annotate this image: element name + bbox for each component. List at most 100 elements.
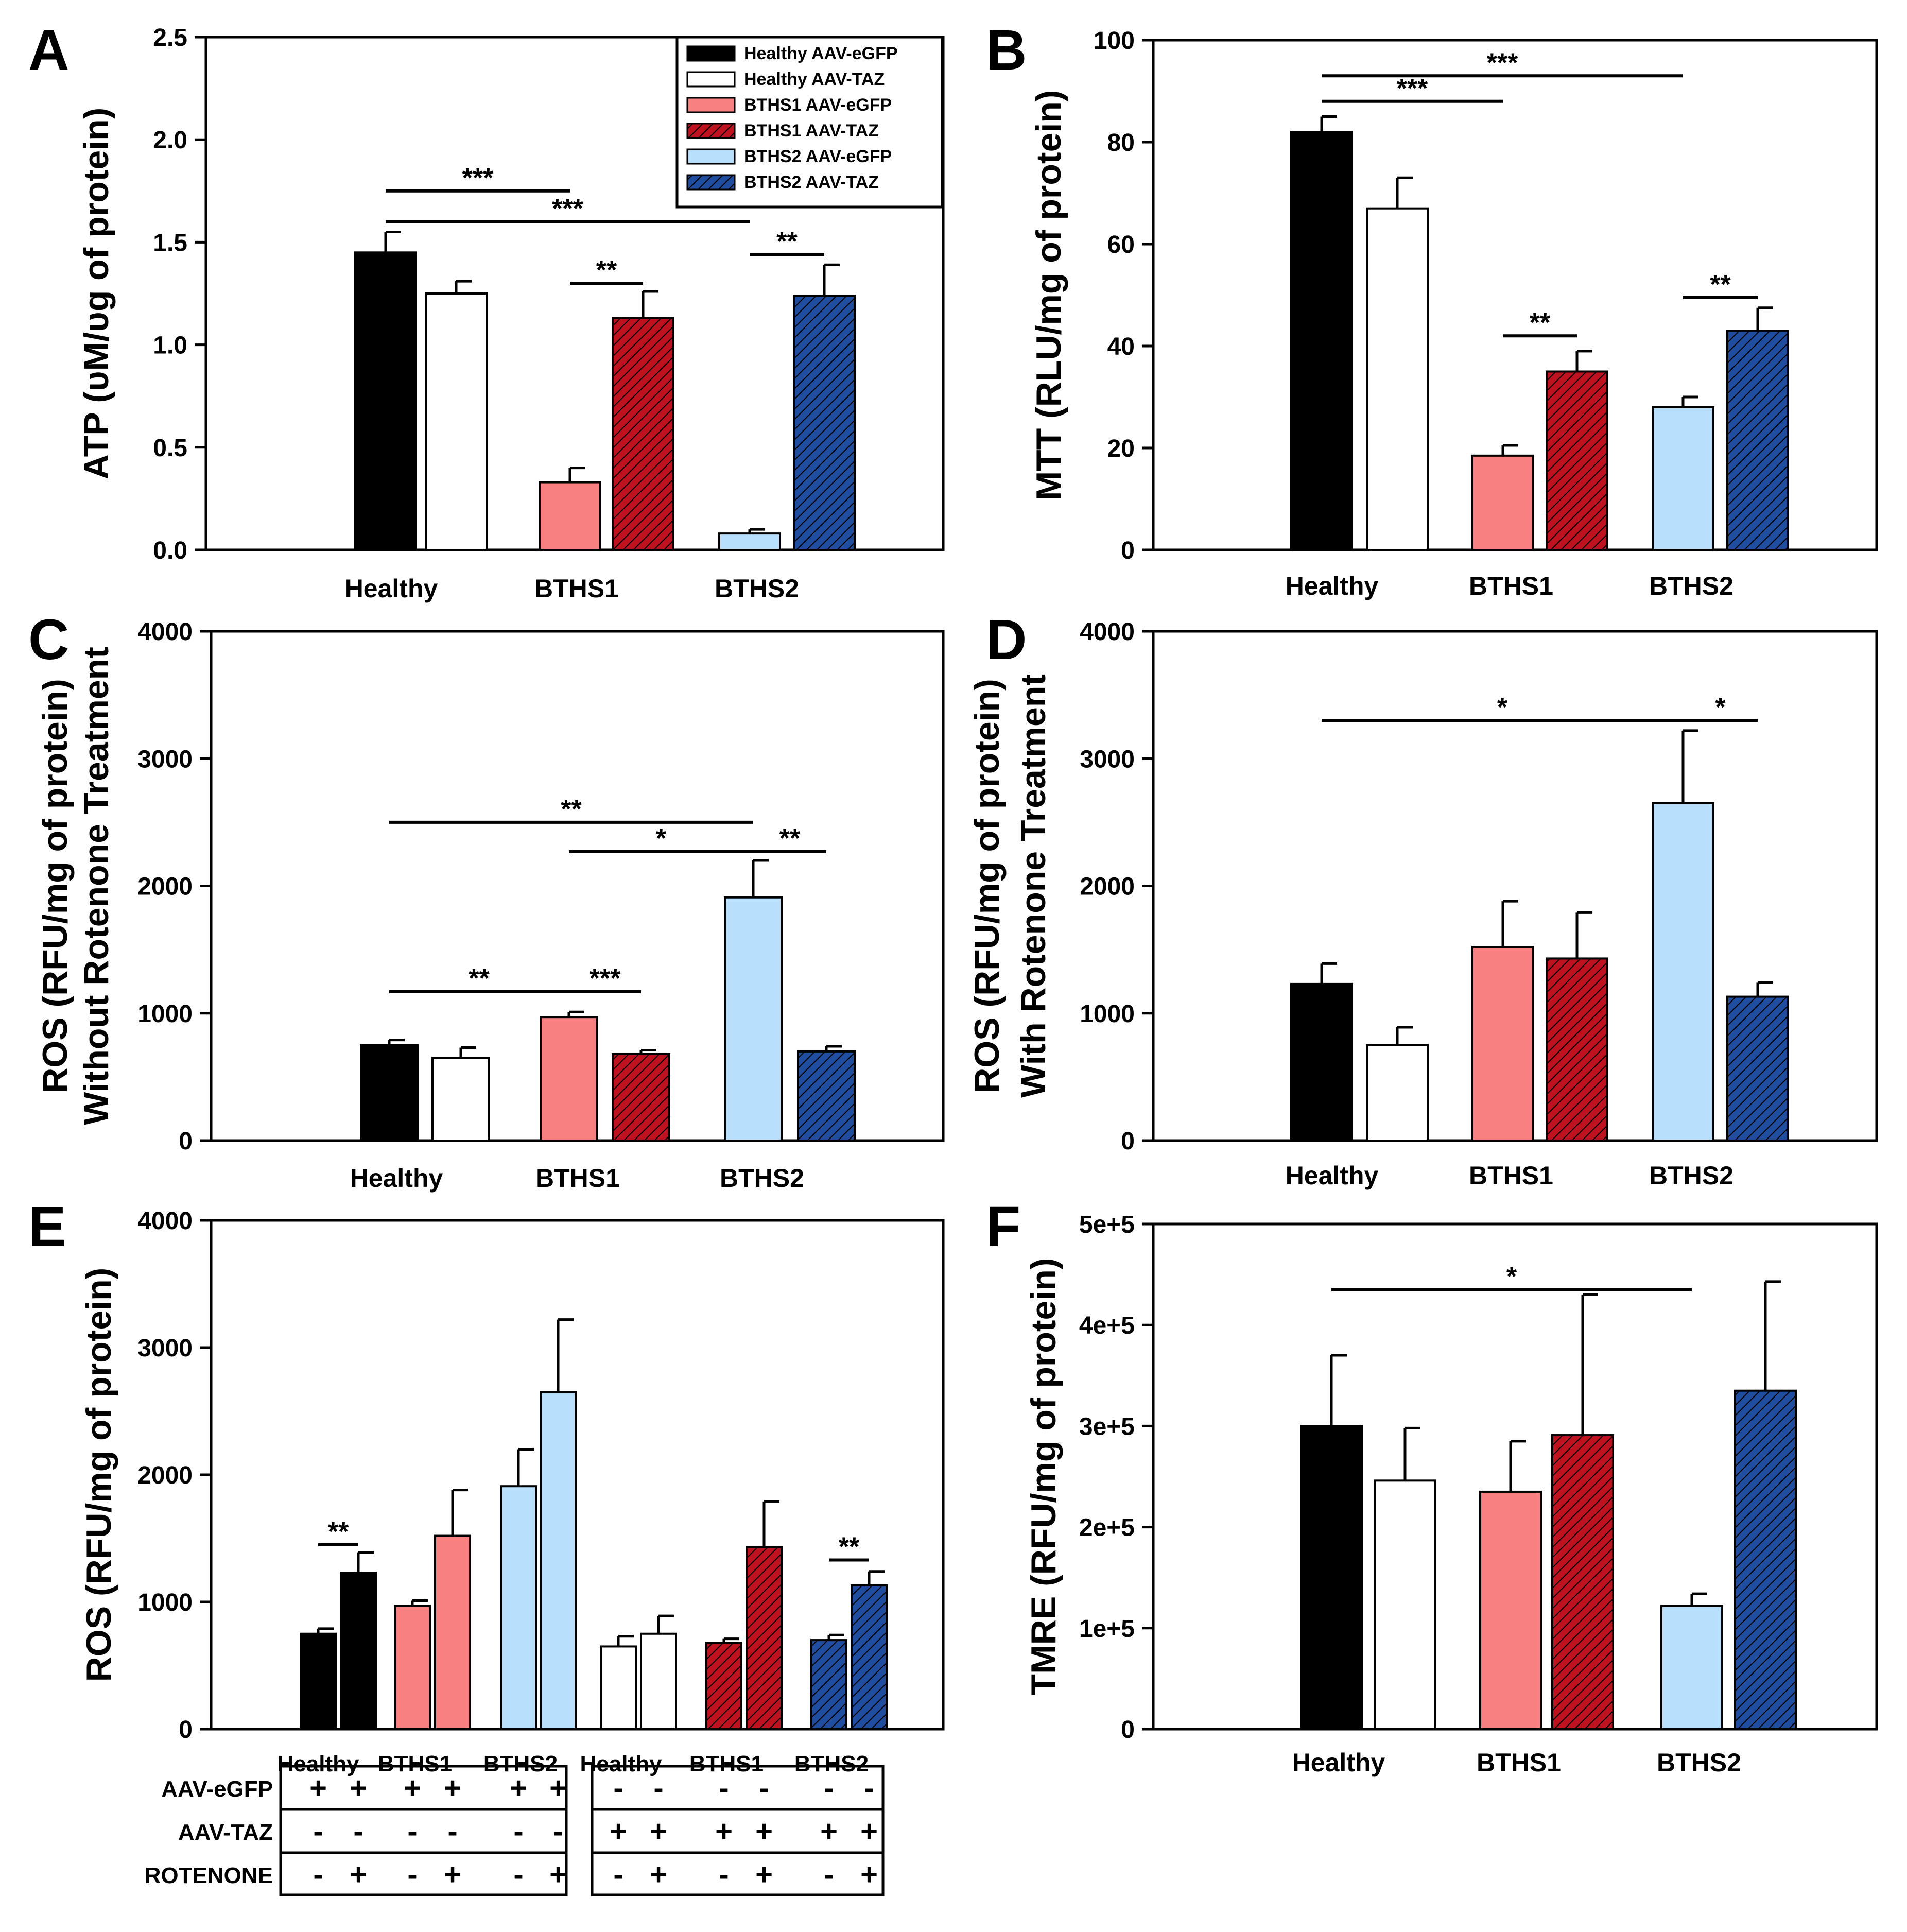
panel-e-ytick-label: 0 (179, 1716, 193, 1744)
table-cell: - (824, 1771, 834, 1805)
panel-b-ytick-label: 20 (1107, 435, 1135, 462)
panel-e-bar (434, 1534, 471, 1731)
table-cell: - (719, 1771, 729, 1805)
panel-a-category-label: BTHS1 (534, 574, 619, 603)
panel-f-significance-label: * (1506, 1262, 1517, 1292)
panel-c-significance-label: *** (590, 964, 621, 994)
panel-b-bar (1290, 131, 1353, 551)
table-cell: + (650, 1858, 667, 1891)
panel-f-ytick-label: 3e+5 (1079, 1413, 1135, 1440)
panel-c-bar (540, 1016, 598, 1142)
panel-e-bar (746, 1546, 783, 1731)
panel-a-ytick-label: 1.0 (153, 332, 187, 359)
panel-c-ylabel-2: Without Rotenone Treatment (77, 647, 116, 1125)
table-row-label: ROTENONE (145, 1863, 273, 1888)
panel-d-ytick-label: 0 (1121, 1128, 1135, 1155)
panel-b-significance-label: ** (1710, 270, 1731, 300)
table-cell: + (650, 1815, 667, 1848)
panel-e-ylabel: ROS (RFU/mg of protein) (79, 1268, 118, 1682)
panel-a-ytick-label: 1.5 (153, 229, 187, 256)
panel-b-chart: 0 20 40 60 80 100 MTT (RLU/mg of protein) Healt… (1029, 27, 1878, 600)
panel-f-bar (1551, 1434, 1614, 1731)
panel-f-category-label: BTHS1 (1477, 1748, 1561, 1777)
panel-a-ytick-label: 2.0 (153, 127, 187, 154)
panel-c-significance-label: * (656, 824, 667, 854)
panel-f-ytick-label: 5e+5 (1079, 1211, 1135, 1238)
table-cell: - (353, 1815, 363, 1848)
panel-e-category-label: BTHS2 (483, 1751, 558, 1776)
panel-c-ytick-label: 0 (179, 1128, 193, 1155)
panel-c-bar (431, 1057, 490, 1142)
panel-b-ytick-label: 80 (1107, 129, 1135, 157)
legend: Healthy AAV-eGFP Healthy AAV-TAZ BTHS1 AAV… (675, 36, 944, 209)
table-row-label: AAV-TAZ (178, 1820, 273, 1845)
table-cell: - (824, 1858, 834, 1891)
panel-d-bar (1652, 802, 1714, 1142)
legend-label: Healthy AAV-TAZ (744, 70, 885, 89)
table-cell: + (549, 1858, 567, 1891)
legend-label: BTHS1 AAV-TAZ (744, 121, 879, 141)
panel-c-chart: 0 1000 2000 3000 4000 ROS (RFU/mg of protein)… (36, 618, 945, 1193)
table-cell: + (610, 1815, 627, 1848)
table-cell: - (313, 1815, 323, 1848)
panel-a-significance-label: *** (462, 163, 494, 193)
panel-e-bar (851, 1584, 888, 1730)
panel-e-category-label: BTHS1 (689, 1751, 764, 1776)
table-cell: + (309, 1771, 327, 1805)
legend-swatch (686, 97, 736, 113)
panel-a-ytick-label: 0.0 (153, 537, 187, 564)
panel-e-ytick-label: 3000 (137, 1335, 193, 1362)
table-cell: - (513, 1815, 523, 1848)
panel-f-category-label: Healthy (1292, 1748, 1385, 1777)
panel-b-bar (1366, 207, 1429, 551)
panel-a-chart: 0.0 0.5 1.0 1.5 2.0 2.5 ATP (υM/υg of protein)… (77, 24, 945, 603)
panel-e-ytick-label: 2000 (137, 1462, 193, 1489)
panel-c-bar (724, 896, 783, 1142)
panel-f-ytick-label: 2e+5 (1079, 1514, 1135, 1542)
panel-e-bar (540, 1391, 577, 1730)
table-cell: - (719, 1858, 729, 1891)
panel-f-ytick-label: 0 (1121, 1716, 1135, 1744)
table-cell: + (510, 1771, 527, 1805)
table-cell: + (444, 1858, 461, 1891)
panel-b-significance-label: *** (1487, 48, 1518, 78)
panel-f-ytick-label: 1e+5 (1079, 1615, 1135, 1643)
panel-c-ytick-label: 1000 (137, 1001, 193, 1028)
table-cell: - (864, 1771, 874, 1805)
table-box (279, 1765, 568, 1896)
legend-label: BTHS1 AAV-eGFP (744, 95, 892, 115)
table-cell: - (513, 1858, 523, 1891)
panel-e-bar (810, 1639, 847, 1731)
panel-a-ytick-label: 2.5 (153, 24, 187, 51)
panel-f-ylabel: TMRE (RFU/mg of protein) (1024, 1258, 1063, 1696)
panel-b-significance-label: *** (1397, 74, 1428, 104)
legend-label: BTHS2 AAV-eGFP (744, 147, 892, 166)
legend-swatch (686, 45, 736, 62)
legend-swatch (686, 148, 736, 165)
panel-d-ytick-label: 3000 (1080, 746, 1135, 773)
legend-swatch (686, 174, 736, 191)
panel-c-bar (612, 1053, 670, 1142)
panel-d-ytick-label: 2000 (1080, 873, 1135, 901)
panel-b-bar (1546, 370, 1608, 551)
panel-f-chart: 0 1e+5 2e+5 3e+5 4e+5 5e+5 TMRE (RFU/mg of pro… (1024, 1211, 1878, 1777)
table-row-label: AAV-eGFP (161, 1776, 273, 1802)
panel-letter-a: A (28, 19, 69, 82)
panel-e-significance-label: ** (328, 1517, 349, 1547)
panel-f-bar (1374, 1479, 1436, 1730)
table-cell: - (447, 1815, 457, 1848)
table-cell: + (350, 1858, 367, 1891)
panel-a-bar (539, 481, 601, 551)
panel-b-ylabel: MTT (RLU/mg of protein) (1029, 90, 1068, 501)
panel-c-bar (360, 1044, 419, 1142)
panel-a-significance-label: ** (776, 227, 798, 256)
panel-letter-f: F (986, 1195, 1020, 1258)
table-box (591, 1765, 885, 1896)
panel-e-ytick-label: 1000 (137, 1589, 193, 1616)
panel-e-bar (300, 1632, 337, 1730)
table-cell: - (407, 1858, 417, 1891)
panel-f-bar (1734, 1389, 1797, 1730)
panel-d-category-label: Healthy (1286, 1161, 1379, 1190)
legend-label: BTHS2 AAV-TAZ (744, 173, 879, 192)
panel-letter-d: D (986, 608, 1027, 671)
